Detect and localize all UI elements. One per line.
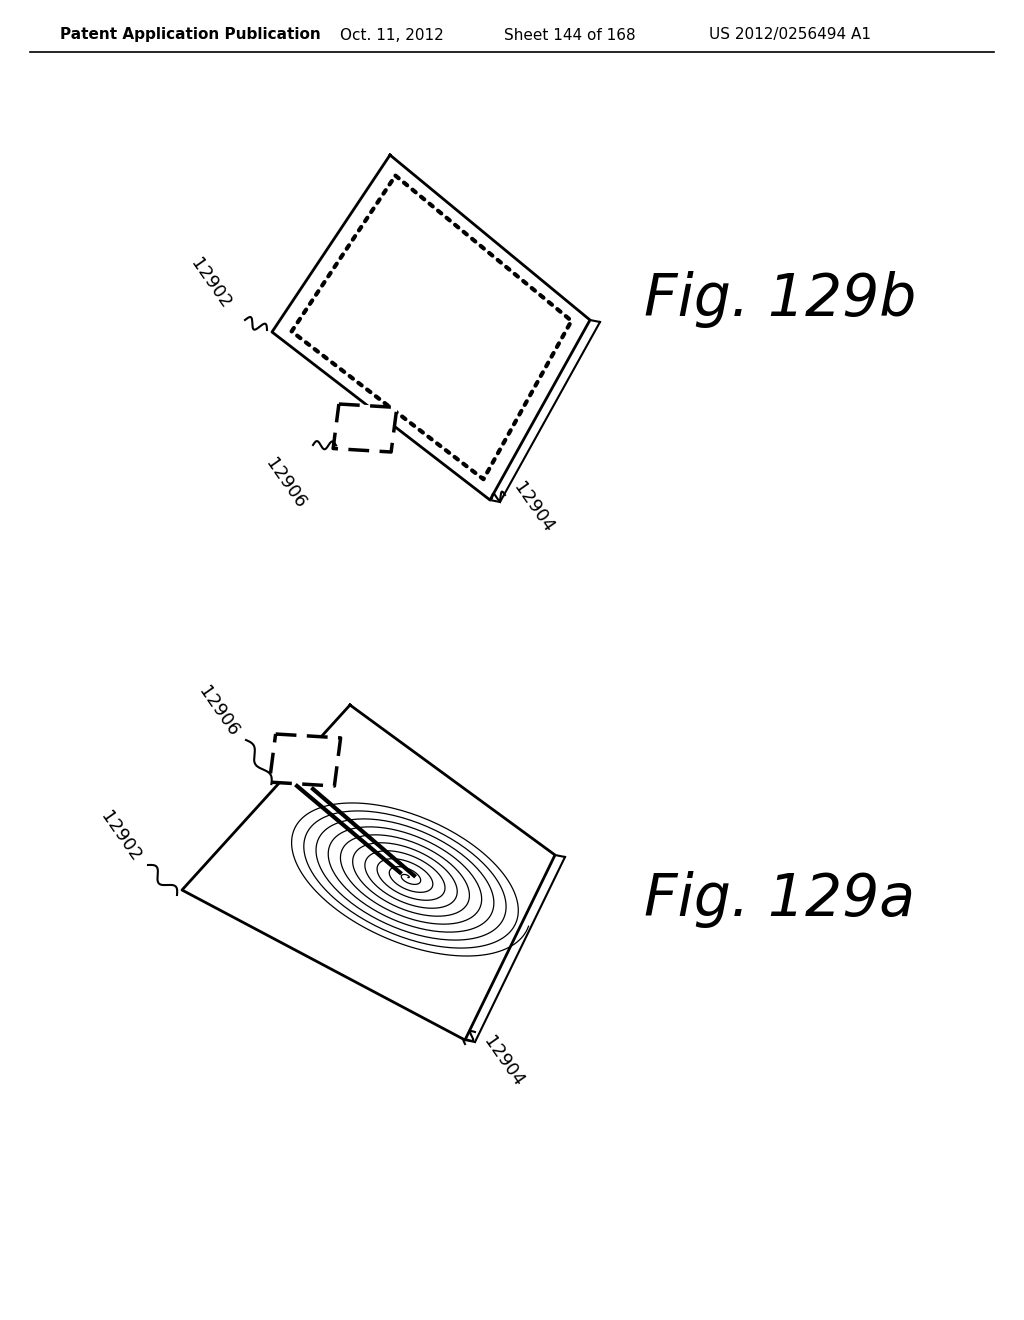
Text: 12902: 12902 xyxy=(186,255,233,312)
Text: 12904: 12904 xyxy=(480,1034,527,1090)
Text: US 2012/0256494 A1: US 2012/0256494 A1 xyxy=(709,28,871,42)
Text: Sheet 144 of 168: Sheet 144 of 168 xyxy=(504,28,636,42)
Text: 12902: 12902 xyxy=(96,808,143,865)
Text: 12906: 12906 xyxy=(195,682,242,741)
Text: Fig. 129a: Fig. 129a xyxy=(644,871,915,928)
Polygon shape xyxy=(269,734,341,785)
Polygon shape xyxy=(333,404,397,451)
Text: Fig. 129b: Fig. 129b xyxy=(644,272,916,329)
Polygon shape xyxy=(182,705,555,1040)
Text: Patent Application Publication: Patent Application Publication xyxy=(60,28,321,42)
Text: Oct. 11, 2012: Oct. 11, 2012 xyxy=(340,28,443,42)
Text: 12904: 12904 xyxy=(510,479,557,536)
Polygon shape xyxy=(272,154,590,500)
Text: 12906: 12906 xyxy=(261,455,308,512)
